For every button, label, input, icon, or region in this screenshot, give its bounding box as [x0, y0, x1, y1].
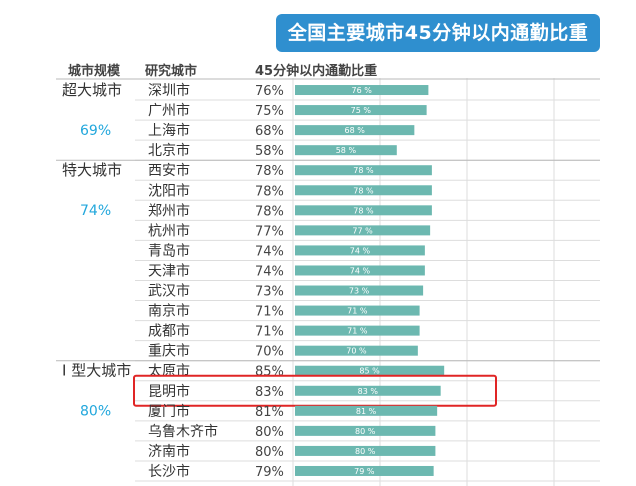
bar [295, 245, 425, 256]
bar-value-label: 71 % [347, 307, 368, 316]
city-label: 杭州市 [148, 222, 190, 239]
bar [295, 85, 429, 96]
bar [295, 105, 427, 116]
group-label: I 型大城市 [62, 362, 131, 380]
city-label: 武汉市 [148, 283, 190, 300]
header-city-scale: 城市规模 [68, 64, 121, 79]
city-label: 成都市 [148, 323, 190, 340]
bar-value-label: 74 % [350, 266, 371, 275]
city-label: 昆明市 [148, 383, 190, 400]
group-label: 超大城市 [62, 81, 122, 99]
bar-value-label: 73 % [349, 287, 370, 296]
percent-label: 85% [255, 365, 284, 380]
percent-label: 74% [255, 244, 284, 259]
city-label: 北京市 [148, 142, 190, 159]
percent-label: 80% [255, 425, 284, 440]
percent-label: 71% [255, 325, 284, 340]
percent-label: 78% [255, 184, 284, 199]
bar [295, 425, 436, 436]
percent-label: 83% [255, 385, 284, 400]
percent-label: 75% [255, 104, 284, 119]
bar-value-label: 79 % [354, 467, 375, 476]
city-label: 广州市 [148, 102, 190, 119]
bar [295, 145, 397, 156]
bar [295, 285, 424, 296]
city-label: 沈阳市 [148, 182, 190, 199]
bar-value-label: 81 % [356, 407, 377, 416]
bar [295, 385, 441, 396]
bar-value-label: 68 % [345, 126, 366, 135]
group-percent: 80% [80, 404, 111, 420]
chart-title: 全国主要城市45分钟以内通勤比重 [276, 14, 600, 52]
bar [295, 185, 432, 196]
highlight-box [133, 374, 497, 407]
city-label: 西安市 [148, 162, 190, 179]
city-label: 太原市 [148, 363, 190, 380]
bar-value-label: 83 % [358, 387, 379, 396]
percent-label: 71% [255, 305, 284, 320]
city-label: 乌鲁木齐市 [148, 423, 218, 440]
bar-value-label: 76 % [352, 86, 373, 95]
bar [295, 205, 432, 216]
city-label: 青岛市 [148, 242, 190, 259]
bar-value-label: 85 % [359, 367, 380, 376]
bar [295, 265, 425, 276]
header-study-city: 研究城市 [145, 64, 198, 79]
city-label: 郑州市 [148, 202, 190, 219]
city-label: 天津市 [148, 262, 190, 279]
group-label: 特大城市 [62, 161, 122, 179]
group-percent: 74% [80, 203, 111, 219]
bar-value-label: 78 % [353, 206, 374, 215]
bar [295, 405, 438, 416]
city-label: 上海市 [148, 122, 190, 139]
bar [295, 225, 431, 236]
bar-value-label: 80 % [355, 447, 376, 456]
bar-value-label: 58 % [336, 146, 357, 155]
percent-label: 70% [255, 345, 284, 360]
percent-label: 79% [255, 465, 284, 480]
percent-label: 78% [255, 204, 284, 219]
bar-value-label: 74 % [350, 246, 371, 255]
bar [295, 445, 436, 456]
bar-value-label: 78 % [353, 186, 374, 195]
city-label: 深圳市 [148, 82, 190, 99]
percent-label: 73% [255, 285, 284, 300]
percent-label: 80% [255, 445, 284, 460]
bar-value-label: 80 % [355, 427, 376, 436]
bar [295, 465, 434, 476]
percent-label: 77% [255, 224, 284, 239]
bar-value-label: 71 % [347, 327, 368, 336]
percent-label: 68% [255, 124, 284, 139]
bar-value-label: 78 % [353, 166, 374, 175]
header-commute-share: 45分钟以内通勤比重 [255, 64, 378, 79]
percent-label: 76% [255, 84, 284, 99]
bar [295, 325, 420, 336]
city-label: 厦门市 [148, 403, 190, 420]
bar-value-label: 77 % [352, 226, 373, 235]
city-label: 南京市 [148, 303, 190, 320]
bar-value-label: 75 % [351, 106, 372, 115]
bar [295, 345, 418, 356]
city-label: 济南市 [148, 443, 190, 460]
city-label: 长沙市 [148, 463, 190, 480]
bar [295, 365, 445, 376]
percent-label: 78% [255, 164, 284, 179]
bar [295, 305, 420, 316]
city-label: 重庆市 [148, 343, 190, 360]
percent-label: 81% [255, 405, 284, 420]
bar [295, 165, 432, 176]
group-percent: 69% [80, 123, 111, 139]
bar [295, 125, 415, 136]
bar-value-label: 70 % [346, 347, 367, 356]
percent-label: 74% [255, 264, 284, 279]
percent-label: 58% [255, 144, 284, 159]
